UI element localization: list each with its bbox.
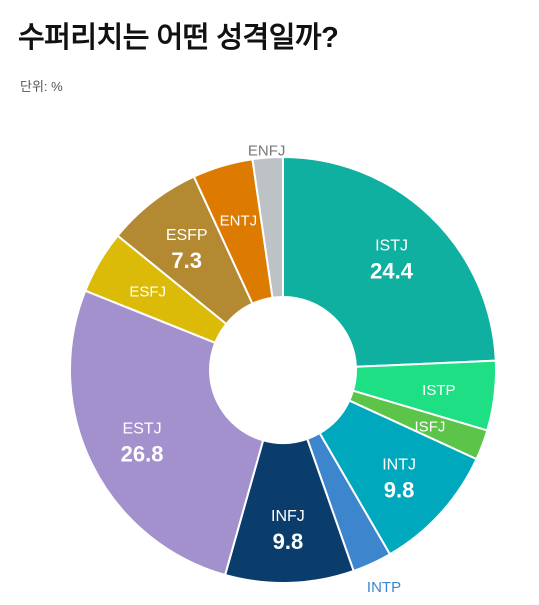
slice-label-infj: INFJ xyxy=(271,508,305,525)
slice-label-esfp: ESFP xyxy=(166,227,208,244)
slice-label-istj: ISTJ xyxy=(375,238,408,255)
slice-value-estj: 26.8 xyxy=(121,441,164,466)
slice-value-esfp: 7.3 xyxy=(171,248,202,273)
slice-label-enfj: ENFJ xyxy=(248,143,286,160)
slice-value-istj: 24.4 xyxy=(370,259,414,284)
slice-label-esfj: ESFJ xyxy=(129,283,166,300)
slice-enfj xyxy=(251,155,284,299)
slice-label-intj: INTJ xyxy=(382,457,416,474)
unit-label: 단위: % xyxy=(20,79,63,94)
slice-value-intj: 9.8 xyxy=(384,478,415,503)
slice-estj xyxy=(69,289,265,577)
slice-label-istp: ISTP xyxy=(422,382,455,399)
slice-label-intp: INTP xyxy=(367,579,401,596)
donut-labels: ISTJ 24.4 ISTP ISFJ INTJ 9.8 INTP INFJ 9.8 ESTJ 26… xyxy=(121,143,456,597)
chart-title: 수퍼리치는 어떤 성격일까? xyxy=(18,22,339,54)
donut-slices xyxy=(69,155,497,584)
slice-istj xyxy=(282,155,497,368)
slice-label-isfj: ISFJ xyxy=(415,418,446,435)
slice-value-infj: 9.8 xyxy=(273,529,304,554)
slice-label-entj: ENTJ xyxy=(220,212,258,229)
slice-label-estj: ESTJ xyxy=(123,420,162,437)
